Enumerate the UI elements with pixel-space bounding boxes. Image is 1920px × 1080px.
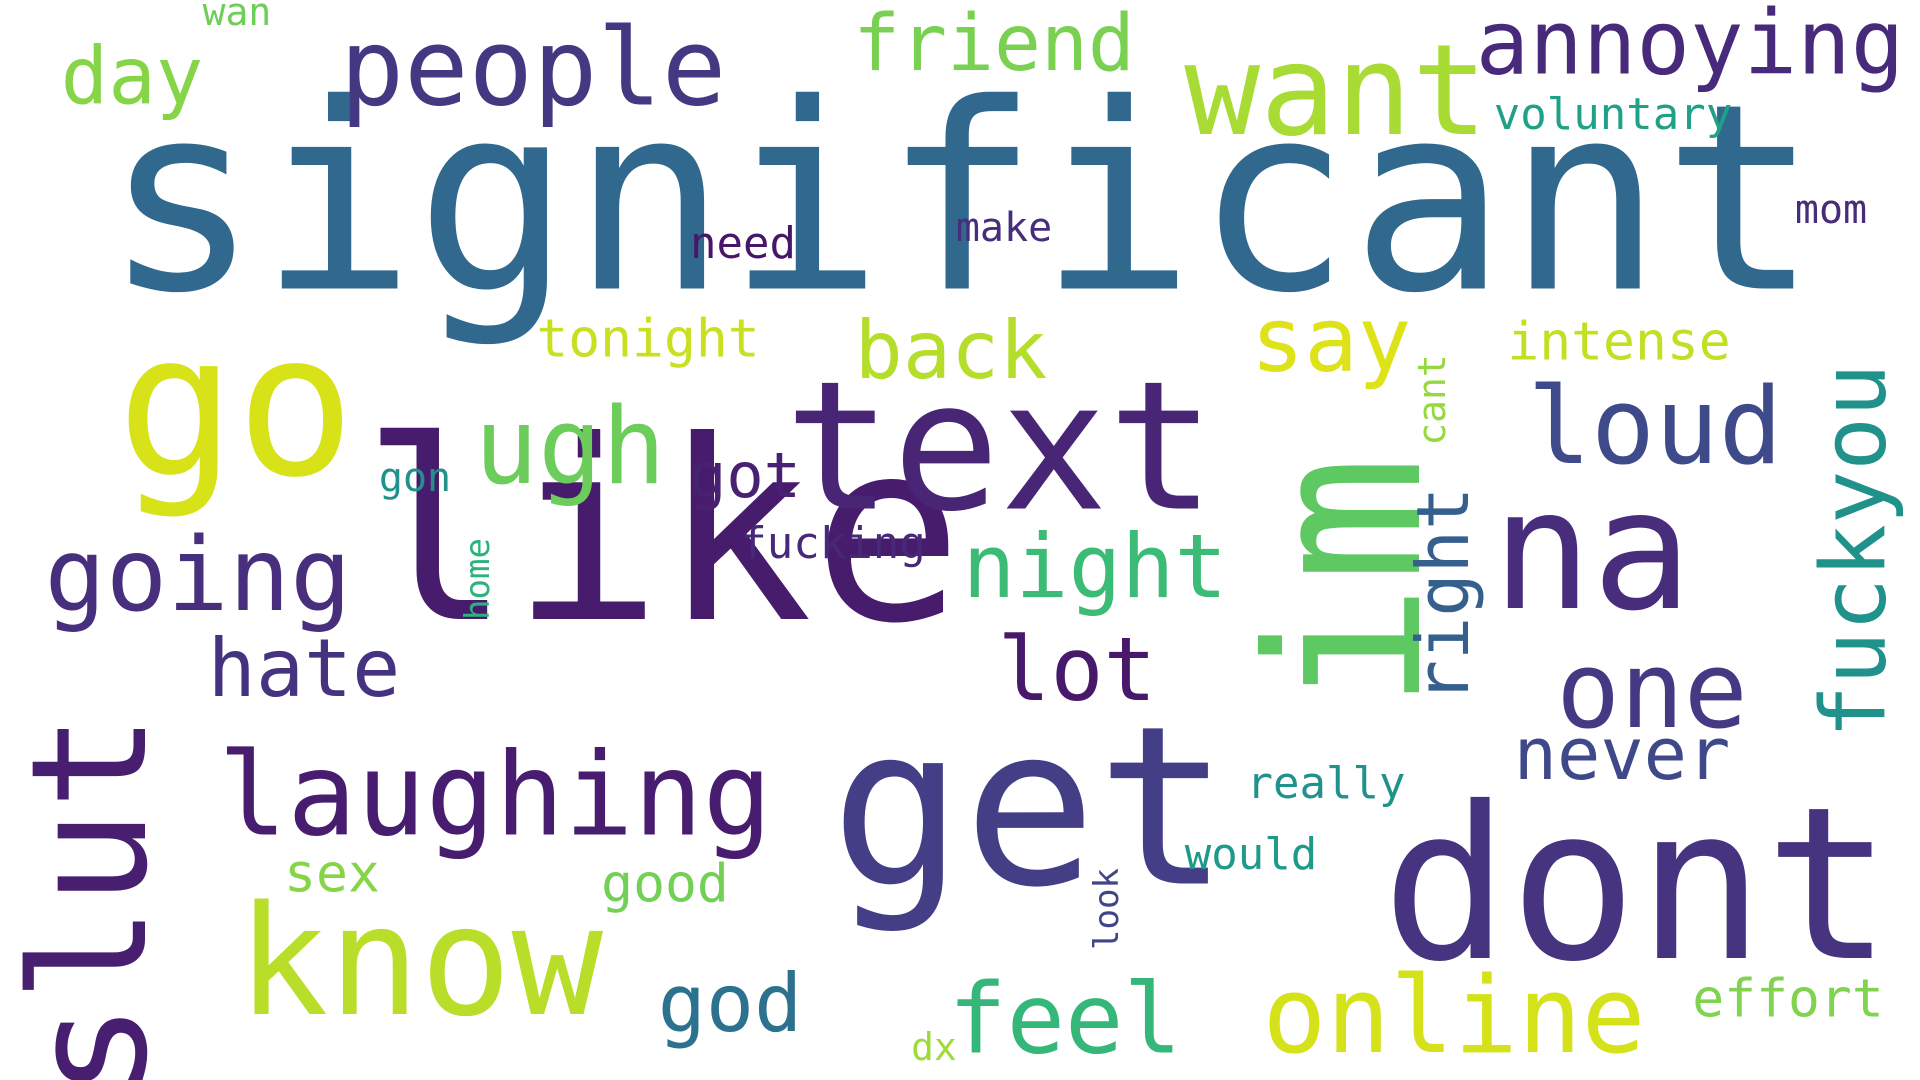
word-going: going (44, 516, 352, 635)
word-dont: dont (1381, 761, 1893, 1008)
word-slut: slut (0, 713, 183, 1080)
word-cant: cant (1410, 354, 1454, 446)
word-tonight: tonight (536, 308, 760, 370)
word-effort: effort (1692, 968, 1884, 1030)
word-say: say (1250, 287, 1412, 392)
word-sex: sex (284, 843, 380, 905)
word-really: really (1246, 758, 1406, 809)
word-voluntary: voluntary (1493, 89, 1733, 140)
word-ugh: ugh (474, 385, 666, 508)
word-dx: dx (911, 1025, 957, 1069)
word-text: text (784, 343, 1216, 552)
word-get: get (830, 679, 1230, 937)
word-back: back (854, 304, 1048, 397)
word-day: day (60, 30, 204, 123)
word-fuckyou: fuckyou (1801, 363, 1906, 739)
word-look: look (1087, 868, 1127, 950)
word-na: na (1492, 455, 1692, 648)
word-good: good (601, 853, 729, 915)
word-loud: loud (1527, 365, 1783, 488)
word-lot: lot (997, 618, 1157, 721)
word-gon: gon (378, 455, 452, 501)
word-like: like (360, 387, 964, 678)
word-would: would (1184, 829, 1318, 880)
word-wan: wan (202, 0, 272, 34)
word-mom: mom (1794, 187, 1868, 233)
word-got: got (689, 439, 801, 512)
word-online: online (1262, 954, 1646, 1077)
word-friend: friend (853, 0, 1135, 89)
word-make: make (955, 205, 1053, 251)
word-know: know (236, 873, 604, 1050)
word-night: night (962, 515, 1228, 618)
word-go: go (116, 290, 356, 521)
word-never: never (1513, 712, 1731, 796)
word-want: want (1184, 17, 1488, 164)
word-need: need (690, 218, 796, 269)
word-annoying: annoying (1475, 0, 1905, 95)
word-god: god (657, 957, 803, 1050)
word-people: people (339, 6, 727, 131)
word-fucking: fucking (740, 518, 926, 569)
word-feel: feel (948, 962, 1182, 1076)
word-one: one (1556, 629, 1748, 752)
word-significant: significant (103, 49, 1819, 351)
word-intense: intense (1507, 311, 1731, 373)
word-home: home (458, 538, 498, 620)
word-right: right (1401, 486, 1485, 704)
word-hate: hate (207, 622, 401, 715)
word-laughing: laughing (218, 728, 772, 863)
